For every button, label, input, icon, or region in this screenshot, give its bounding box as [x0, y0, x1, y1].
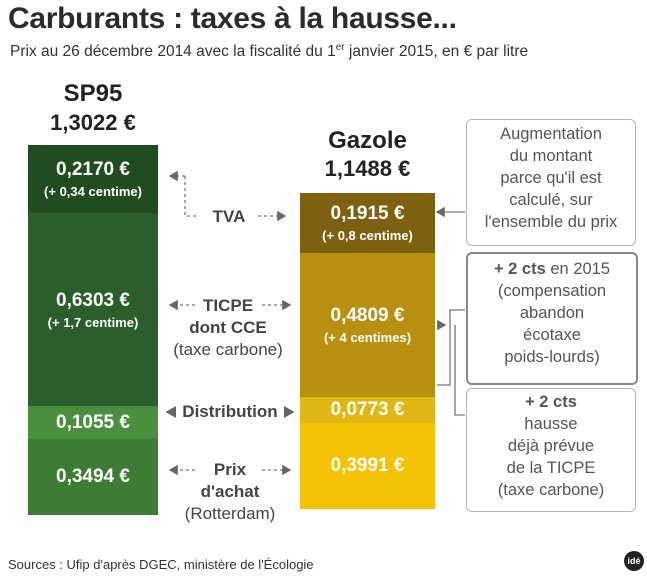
bar-segment-sp95-2: 0,6303 € (+ 1,7 centime)	[28, 213, 158, 406]
bar-segment-gazole-2: 0,4809 € (+ 4 centimes)	[300, 253, 435, 397]
note-ticpe-connector	[437, 309, 465, 386]
bar-segment-gazole-4: 0,3991 €	[300, 423, 435, 509]
bar-value-label: 0,1915 €	[330, 203, 405, 224]
page-title: Carburants : taxes à la hausse...	[8, 2, 457, 35]
bar-value-label: 0,2170 €	[56, 159, 130, 180]
note-ticpe: + 2 cts en 2015 (compensation abandon écot…	[466, 252, 638, 385]
label-ticpe: TICPE dont CCE (taxe carbone)	[173, 296, 283, 359]
publisher-logo: idé	[624, 551, 644, 571]
sources: Sources : Ufip d'après DGEC, ministère d…	[8, 557, 314, 572]
gazole-name: Gazole	[328, 127, 407, 154]
bar-segment-sp95-3: 0,1055 €	[28, 406, 158, 439]
label-tva: TVA	[212, 207, 246, 226]
gazole-total: 1,1488 €	[324, 156, 411, 181]
bar-segment-sp95-1: 0,2170 € (+ 0,34 centime)	[28, 145, 158, 213]
bar-value-label: 0,6303 €	[56, 289, 130, 311]
sp95-name: SP95	[63, 80, 123, 107]
bar-value-label: 0,4809 €	[330, 305, 405, 326]
label-distribution: Distribution	[182, 402, 278, 421]
bar-value-label: 0,3991 €	[330, 455, 405, 476]
arrow-tva-left-link	[184, 176, 198, 217]
bar-change-label: (+ 4 centimes)	[323, 330, 412, 345]
bar-change-label: (+ 0,34 centime)	[44, 184, 142, 199]
bar-value-label: 0,0773 €	[330, 399, 405, 420]
label-prix: Prix d'achat (Rotterdam)	[184, 460, 276, 523]
bar-segment-gazole-1: 0,1915 € (+ 0,8 centime)	[300, 193, 435, 253]
bar-value-label: 0,3494 €	[56, 466, 130, 487]
sp95-total: 1,3022 €	[50, 110, 136, 135]
bar-change-label: (+ 1,7 centime)	[47, 314, 139, 330]
note-tva: Augmentation du montant parce qu'il est cal…	[466, 119, 636, 246]
note-hausse: + 2 cts hausse déjà prévue de la TICPE (tax…	[466, 388, 636, 512]
bar-value-label: 0,1055 €	[56, 411, 130, 433]
note-hausse-connector	[454, 325, 465, 416]
bar-change-label: (+ 0,8 centime)	[322, 228, 413, 243]
subtitle: Prix au 26 décembre 2014 avec la fiscali…	[10, 42, 529, 61]
bar-segment-gazole-3: 0,0773 €	[300, 397, 435, 423]
bar-segment-sp95-4: 0,3494 €	[28, 439, 158, 515]
